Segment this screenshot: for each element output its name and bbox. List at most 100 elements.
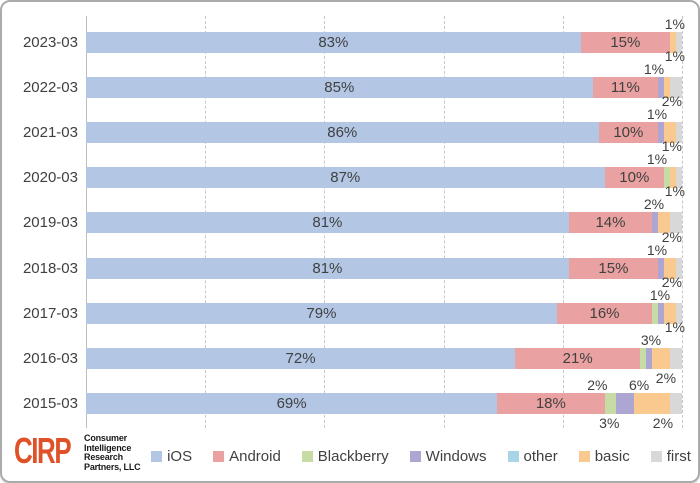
small-segment-label: 1% (649, 286, 671, 303)
bar-row: 2019-03 81% 14% 1% 2% (2, 184, 698, 245)
bar-segment-Windows (652, 212, 659, 234)
bar-segment-first (676, 257, 682, 279)
bar-row: 2020-03 87% 10% 1% 1% (2, 139, 698, 200)
bar-segment-first (670, 347, 682, 369)
bar-segment-iOS: 87% (86, 167, 605, 189)
category-label: 2015-03 (22, 394, 78, 412)
segment-value-label: 85% (324, 79, 355, 97)
bar-track: 83% 15% 1% (86, 16, 685, 65)
bar-row: 2016-03 72% 21% 1% 3% 2% (2, 320, 698, 385)
bar-track: 86% 10% 2% 1% (86, 94, 682, 155)
bar-track: 87% 10% 1% 1% (86, 139, 682, 200)
segment-value-label: 83% (318, 34, 349, 51)
stacked-bar: 86% 10% (86, 122, 682, 144)
stacked-bar: 85% 11% (86, 77, 682, 99)
stacked-bar: 81% 14% (86, 212, 682, 234)
bar-segment-iOS: 72% (86, 347, 516, 369)
legend-label: other (523, 447, 558, 465)
small-segment-label: 6% (628, 376, 650, 393)
bar-segment-iOS: 86% (86, 122, 599, 144)
segment-value-label: 15% (598, 259, 629, 277)
small-segment-label: 1% (664, 318, 685, 335)
bar-segment-Windows (616, 392, 635, 414)
bar-segment-first (670, 392, 682, 414)
bar-row: 2017-03 79% 16% 2% 1% (2, 275, 698, 336)
segment-value-label: 81% (312, 259, 343, 277)
cirp-logo: CIRP Consumer Intelligence Research Partner… (14, 430, 141, 472)
cirp-logo-brand: CIRP (14, 430, 72, 471)
segment-value-label: 15% (610, 34, 641, 51)
bar-segment-basic (664, 122, 676, 144)
legend-label: Android (229, 447, 281, 465)
bar-segment-Windows (658, 257, 665, 279)
legend-swatch-Windows (409, 450, 421, 462)
bar-segment-first (676, 122, 682, 144)
legend-label: iOS (167, 447, 193, 465)
legend-swatch-other (507, 450, 519, 462)
category-label: 2022-03 (22, 79, 78, 97)
bar-segment-Windows (658, 122, 665, 144)
chart-footer: CIRP Consumer Intelligence Research Partner… (2, 429, 698, 481)
legend-swatch-iOS (151, 450, 163, 462)
segment-value-label: 72% (285, 349, 316, 367)
bar-segment-Windows (658, 302, 665, 324)
cirp-logo-text-line: Partners, LLC (84, 461, 141, 472)
category-label: 2017-03 (22, 304, 78, 322)
small-segment-label: 2% (643, 196, 665, 213)
stacked-bar: 79% 16% (86, 302, 682, 324)
bar-segment-Android: 10% (604, 167, 665, 189)
cirp-logo-text-line: Research (84, 452, 123, 462)
bar-segment-basic (664, 257, 676, 279)
category-label: 2019-03 (22, 214, 78, 232)
bar-segment-basic (670, 32, 677, 53)
legend-item-Windows: Windows (409, 448, 487, 465)
small-segment-label: 1% (646, 241, 668, 258)
cirp-logo-text: Consumer Intelligence Research Partners, LL… (84, 433, 141, 472)
bar-row: 2021-03 86% 10% 2% 1% (2, 94, 698, 155)
bar-row: 2018-03 81% 15% 2% 1% (2, 230, 698, 291)
bar-segment-Android: 11% (592, 77, 659, 99)
segment-value-label: 81% (312, 214, 343, 232)
bar-track: 85% 11% 1% 1% (86, 49, 685, 110)
bar-segment-Windows (646, 347, 653, 369)
small-segment-label: 1% (664, 16, 685, 32)
segment-value-label: 87% (330, 169, 361, 187)
segment-value-label: 18% (535, 394, 566, 412)
legend-swatch-Blackberry (301, 450, 313, 462)
legend: iOS Android Blackberry Windows other basic fir… (151, 445, 691, 467)
category-label: 2021-03 (22, 124, 78, 142)
bar-segment-basic (634, 392, 671, 414)
bar-segment-first (676, 302, 682, 324)
category-label: 2023-03 (22, 34, 78, 51)
legend-label: Blackberry (317, 447, 389, 465)
bar-segment-iOS: 81% (86, 257, 569, 279)
segment-value-label: 21% (562, 349, 593, 367)
bar-track: 69% 18% 2% 6% 3% 2% (86, 376, 682, 430)
legend-swatch-first (650, 450, 662, 462)
bar-segment-Android: 18% (497, 392, 605, 414)
bar-segment-iOS: 81% (86, 212, 569, 234)
cirp-logo-text-line: Intelligence (84, 442, 132, 453)
segment-value-label: 11% (610, 79, 640, 97)
legend-item-first: first (650, 447, 691, 465)
bar-segment-Windows (658, 77, 665, 99)
small-segment-label: 1% (646, 151, 668, 168)
bar-segment-first (676, 32, 682, 53)
segment-value-label: 86% (327, 124, 358, 142)
segment-value-label: 10% (619, 169, 650, 187)
small-segment-label: 2% (655, 369, 677, 386)
stacked-bar: 72% 21% (86, 347, 682, 369)
gridline-100pct (682, 16, 683, 428)
bar-row: 2022-03 85% 11% 1% 1% (2, 49, 698, 110)
bar-segment-basic (664, 77, 671, 99)
small-segment-label: 2% (587, 376, 608, 393)
legend-item-Android: Android (213, 448, 281, 465)
bar-segment-Android: 15% (580, 32, 671, 53)
bar-track: 81% 15% 2% 1% (86, 230, 682, 291)
segment-value-label: 69% (276, 394, 307, 412)
bar-segment-basic (652, 347, 671, 369)
bar-segment-iOS: 69% (86, 392, 498, 414)
legend-label: first (666, 447, 691, 465)
legend-swatch-basic (578, 450, 590, 462)
bar-segment-iOS: 85% (86, 77, 593, 99)
